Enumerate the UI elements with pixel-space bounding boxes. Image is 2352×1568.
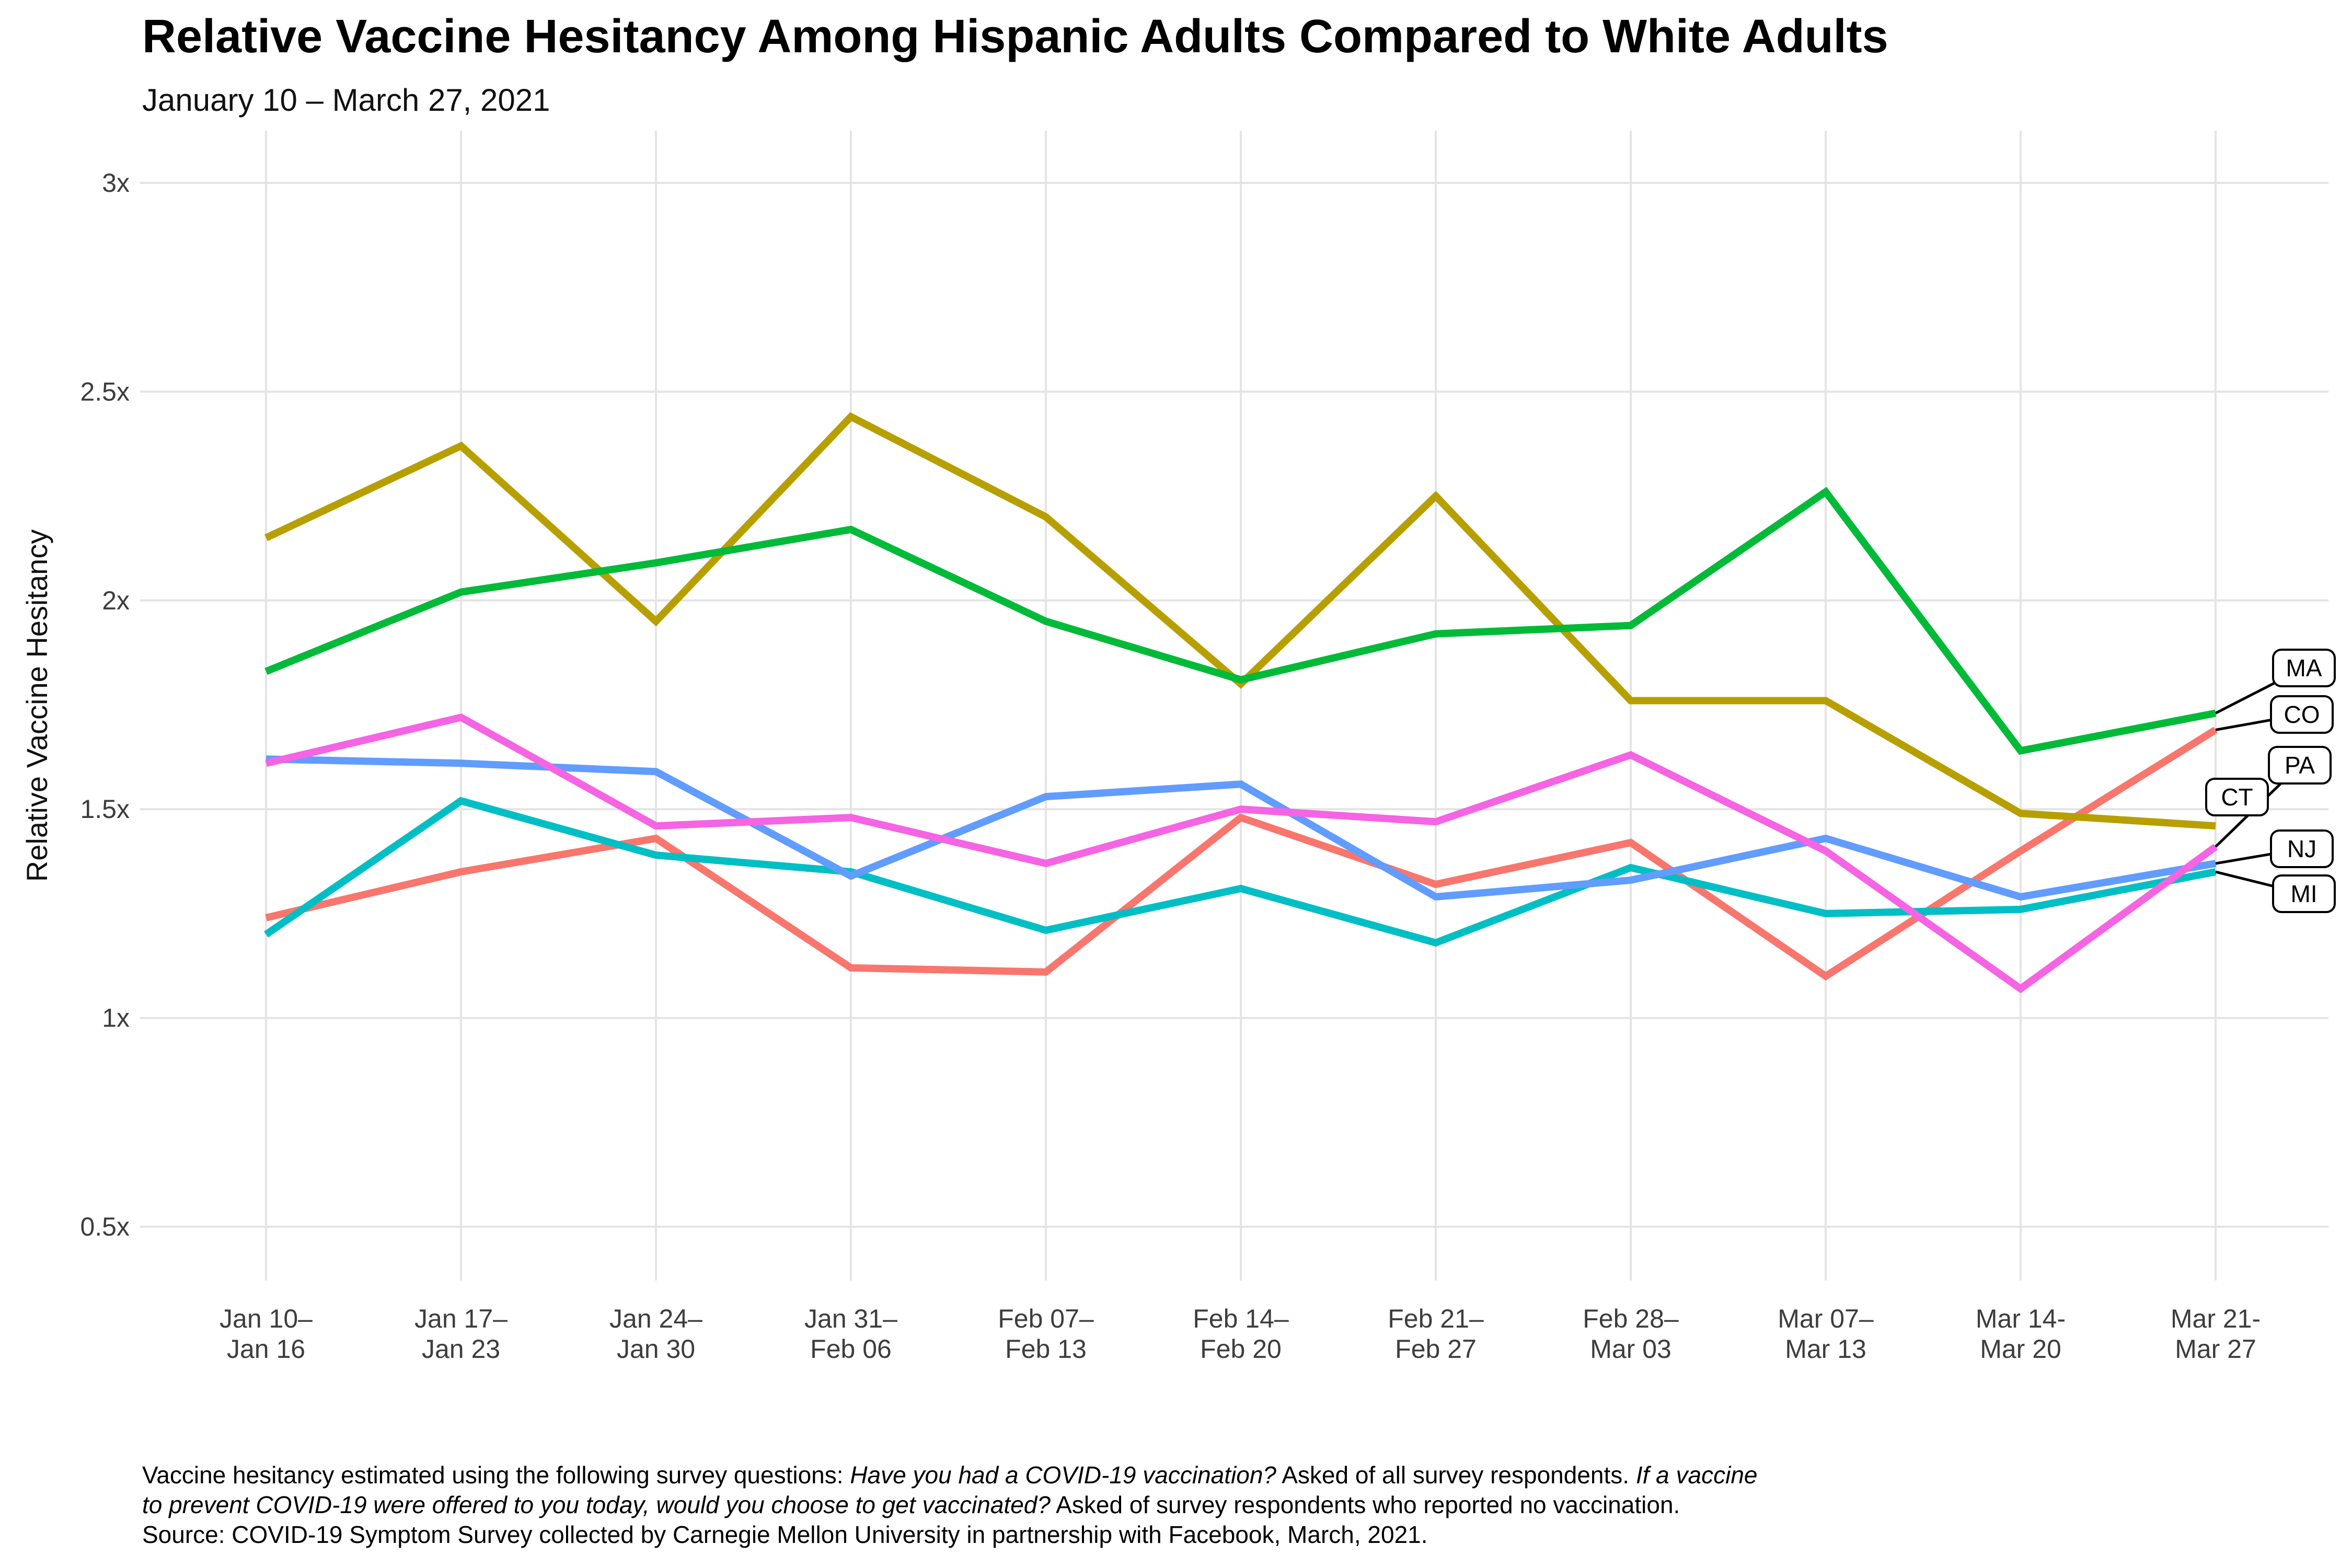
series-line-NJ <box>266 755 2217 901</box>
y-tick-2.5x: 2.5x <box>80 377 130 406</box>
series-line-MI <box>264 797 2217 947</box>
endpoint-state-labels: CO CT MA MI NJ PA <box>2205 649 2336 913</box>
series-line-MA <box>264 487 2217 755</box>
series-lines <box>264 412 2218 994</box>
x-tick-9: Mar 07– Mar 13 <box>1778 1304 1874 1364</box>
series-line-CO <box>265 727 2218 981</box>
x-tick-3: Jan 24– Jan 30 <box>609 1304 702 1364</box>
caption: Vaccine hesitancy estimated using the fo… <box>142 1461 1758 1548</box>
caption-line-1: Vaccine hesitancy estimated using the fo… <box>142 1461 1758 1489</box>
y-tick-2x: 2x <box>102 586 130 615</box>
state-label-CO: CO <box>2284 701 2320 728</box>
state-label-box-MI <box>2272 874 2336 913</box>
x-tick-1: Jan 10– Jan 16 <box>220 1304 313 1364</box>
y-tick-3x: 3x <box>102 168 130 198</box>
state-label-box-PA <box>2268 746 2332 785</box>
x-tick-11: Mar 21-Mar 27 <box>2171 1304 2261 1364</box>
gridlines <box>140 131 2328 1281</box>
page-subtitle: January 10 – March 27, 2021 <box>142 83 550 118</box>
state-label-CT: CT <box>2221 783 2253 811</box>
x-tick-4: Jan 31– Feb 06 <box>804 1304 897 1364</box>
state-label-MA: MA <box>2286 654 2322 682</box>
series-line-CT <box>264 412 2216 830</box>
y-tick-1x: 1x <box>102 1004 130 1033</box>
state-label-NJ: NJ <box>2287 835 2316 862</box>
state-label-box-NJ <box>2270 829 2334 868</box>
caption-line-3: Source: COVID-19 Symptom Survey collecte… <box>142 1521 1428 1548</box>
caption-line-2: to prevent COVID-19 were offered to you … <box>142 1491 1680 1518</box>
state-label-box-CT <box>2205 778 2269 816</box>
x-axis-tick-labels: Jan 10– Jan 16 Jan 17– Jan 23 Jan 24– Jan 30 J… <box>220 1304 2261 1364</box>
x-tick-8: Feb 28– Mar 03 <box>1583 1304 1679 1364</box>
y-axis-tick-labels: 3x 2.5x 2x 1.5x 1x 0.5x <box>80 168 130 1241</box>
x-tick-6: Feb 14– Feb 20 <box>1193 1304 1289 1364</box>
y-tick-0.5x: 0.5x <box>80 1212 130 1241</box>
state-label-box-MA <box>2272 649 2336 687</box>
page-title: Relative Vaccine Hesitancy Among Hispani… <box>142 10 1888 63</box>
series-line-PA <box>265 713 2218 994</box>
x-tick-5: Feb 07– Feb 13 <box>998 1304 1094 1364</box>
state-label-MI: MI <box>2290 880 2317 907</box>
x-tick-2: Jan 17– Jan 23 <box>414 1304 508 1364</box>
state-label-PA: PA <box>2285 752 2315 779</box>
x-tick-10: Mar 14-Mar 20 <box>1976 1304 2066 1364</box>
state-label-box-CO <box>2270 695 2334 734</box>
y-axis-title: Relative Vaccine Hesitancy <box>20 529 53 882</box>
y-tick-1.5x: 1.5x <box>80 794 130 824</box>
x-tick-7: Feb 21– Feb 27 <box>1388 1304 1484 1364</box>
